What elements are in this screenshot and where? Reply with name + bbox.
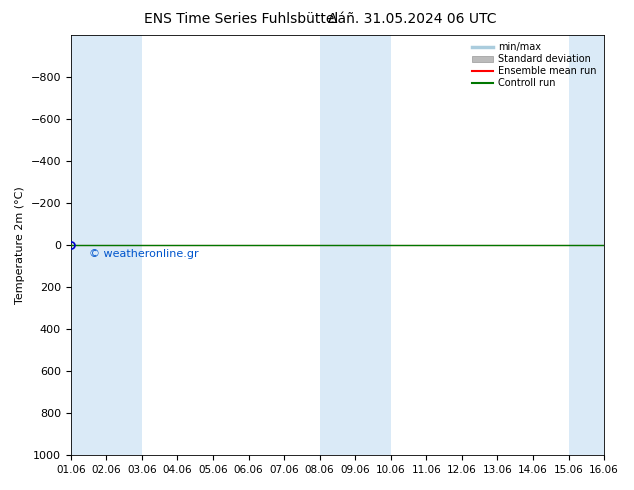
Bar: [320, 35, 391, 455]
Bar: [569, 35, 622, 455]
Bar: [71, 35, 142, 455]
Y-axis label: Temperature 2m (°C): Temperature 2m (°C): [15, 186, 25, 304]
Text: Δáñ. 31.05.2024 06 UTC: Δáñ. 31.05.2024 06 UTC: [328, 12, 496, 26]
Text: © weatheronline.gr: © weatheronline.gr: [89, 249, 198, 259]
Text: ENS Time Series Fuhlsbüttel: ENS Time Series Fuhlsbüttel: [144, 12, 338, 26]
Legend: min/max, Standard deviation, Ensemble mean run, Controll run: min/max, Standard deviation, Ensemble me…: [469, 40, 599, 91]
